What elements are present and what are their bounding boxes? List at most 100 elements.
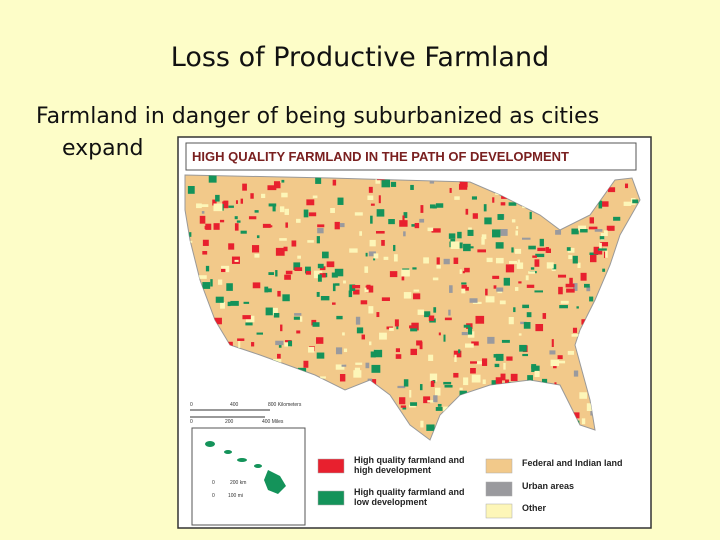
map-patch [369, 379, 377, 385]
map-patch [430, 380, 435, 387]
map-patch [443, 334, 446, 342]
map-patch [510, 373, 518, 381]
map-patch [426, 424, 435, 431]
map-patch [568, 255, 573, 260]
legend-swatch [317, 458, 345, 474]
map-patch [201, 211, 205, 214]
map-patch [464, 267, 470, 273]
map-patch [369, 341, 372, 346]
us-map [184, 174, 641, 441]
map-patch [279, 238, 287, 241]
map-patch [213, 203, 223, 212]
map-patch [317, 227, 324, 234]
map-patch [410, 402, 418, 406]
map-patch [463, 324, 471, 328]
map-patch [581, 418, 586, 425]
map-patch [414, 222, 420, 229]
map-patch [537, 247, 546, 252]
map-patch [410, 184, 414, 190]
map-patch [365, 252, 368, 257]
map-patch [557, 355, 563, 360]
map-patch [219, 219, 225, 223]
legend-label: high development [354, 465, 431, 475]
map-patch [403, 292, 412, 299]
scale-label: 0 [212, 493, 215, 499]
map-patch [503, 362, 506, 370]
map-patch [339, 374, 346, 382]
map-patch [266, 225, 273, 228]
map-patch [435, 387, 441, 396]
map-patch [389, 271, 398, 278]
map-patch [336, 315, 343, 320]
map-patch [505, 379, 510, 384]
map-patch [254, 210, 259, 213]
map-patch [419, 218, 425, 223]
map-patch [409, 389, 412, 398]
map-patch [277, 290, 281, 297]
map-patch [307, 240, 314, 243]
map-patch [519, 344, 527, 352]
map-patch [555, 229, 562, 235]
map-patch [483, 204, 487, 212]
map-patch [448, 309, 451, 316]
map-patch [234, 216, 238, 220]
scale-label: 800 Kilometers [268, 402, 302, 408]
map-patch [522, 353, 529, 357]
map-patch [448, 233, 456, 239]
map-patch [273, 312, 280, 318]
map-patch [353, 370, 362, 378]
map-patch [528, 245, 536, 250]
map-patch [354, 212, 363, 216]
map-patch [230, 300, 239, 306]
map-patch [416, 340, 423, 346]
map-patch [312, 322, 320, 327]
map-patch [558, 286, 563, 295]
scale-label: 100 mi [228, 493, 243, 499]
map-patch [496, 287, 504, 292]
map-patch [402, 215, 405, 221]
map-patch [240, 230, 247, 234]
map-patch [566, 288, 575, 293]
map-patch [322, 251, 329, 259]
map-patch [335, 347, 343, 355]
map-patch [459, 269, 462, 274]
map-patch [589, 296, 594, 302]
map-patch [306, 199, 315, 206]
map-patch [285, 222, 288, 228]
map-patch [503, 277, 510, 286]
map-patch [400, 405, 407, 408]
map-patch [509, 260, 518, 264]
map-patch [578, 225, 587, 231]
map-patch [264, 286, 269, 293]
map-patch [378, 195, 381, 204]
map-patch [313, 270, 323, 279]
map-patch [433, 307, 437, 313]
map-patch [467, 229, 474, 236]
map-patch [213, 223, 220, 230]
map-patch [501, 195, 508, 199]
map-patch [319, 273, 326, 278]
map-patch [269, 307, 278, 316]
map-patch [281, 192, 288, 198]
map-patch [443, 258, 450, 265]
map-patch [220, 302, 225, 309]
map-patch [297, 255, 301, 259]
map-patch [593, 246, 603, 255]
map-patch [238, 341, 241, 348]
map-patch [332, 179, 337, 186]
map-patch [316, 236, 320, 244]
map-patch [549, 350, 556, 355]
map-patch [607, 187, 616, 193]
map-patch [598, 200, 603, 209]
map-patch [240, 198, 244, 204]
map-patch [528, 271, 536, 274]
map-patch [317, 224, 325, 228]
map-patch [495, 242, 504, 249]
map-patch [514, 248, 522, 254]
map-patch [497, 214, 504, 220]
map-patch [291, 240, 297, 247]
map-patch [373, 258, 376, 261]
map-patch [463, 377, 469, 386]
map-patch [284, 208, 289, 215]
